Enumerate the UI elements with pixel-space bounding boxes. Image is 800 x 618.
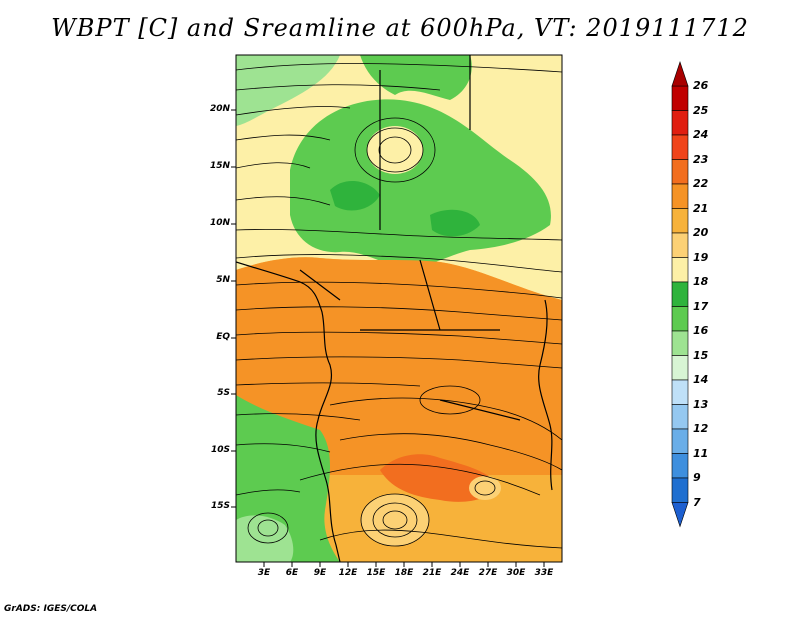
colorbar-bin [671,159,689,185]
colorbar-bin [671,379,689,405]
lon-tick-label: 9E [313,568,327,578]
colorbar-bin [671,428,689,454]
lon-tick-label: 33E [534,568,554,578]
colorbar-level-label: 19 [693,250,709,264]
lat-tick-label: EQ [216,332,230,342]
colorbar-bin [671,232,689,258]
colorbar-level-label: 17 [693,299,709,313]
map-title: WBPT [C] and Sreamline at 600hPa, VT: 20… [51,14,749,42]
lon-tick-label: 15E [366,568,386,578]
colorbar-bin [671,306,689,332]
lon-tick-label: 18E [394,568,414,578]
colorbar-bin [671,477,689,503]
lat-tick-label: 20N [209,104,230,114]
colorbar-level-label: 24 [693,128,709,141]
colorbar-level-label: 12 [693,422,709,435]
colorbar-level-label: 21 [693,201,709,215]
colorbar-bin [671,281,689,307]
colorbar-level-label: 7 [693,495,701,509]
colorbar-level-label: 11 [693,446,709,460]
grads-credit: GrADS: IGES/COLA [4,604,98,614]
lat-tick-label: 15N [209,161,230,171]
streamlines [236,63,562,549]
lon-tick-label: 12E [338,568,358,578]
colorbar-level-label: 22 [693,177,709,190]
colorbar-bin [671,330,689,356]
lat-tick-label: 10N [209,218,230,228]
map-frame [235,54,563,563]
colorbar-level-label: 25 [693,103,709,117]
colorbar-level-label: 15 [693,348,709,362]
colorbar-level-label: 9 [693,471,701,484]
temperature-field [236,55,562,562]
colorbar-bin [671,85,689,111]
colorbar-bin [671,355,689,381]
lon-tick-label: 24E [450,568,470,578]
lat-tick-label: 15S [210,501,230,511]
colorbar-level-label: 23 [693,152,709,166]
colorbar-level-label: 13 [693,397,709,411]
lat-tick-label: 5S [217,388,230,398]
colorbar-bin [671,183,689,209]
colorbar-bin [671,110,689,136]
lat-tick-label: 10S [210,445,230,455]
colorbar-bin [671,134,689,160]
colorbar-bin [671,257,689,283]
lon-tick-label: 30E [506,568,526,578]
colorbar-level-label: 16 [693,324,709,337]
colorbar-level-label: 18 [693,275,709,288]
lon-tick-label: 21E [422,568,442,578]
lon-tick-label: 27E [478,568,498,578]
lat-tick-label: 5N [216,275,230,285]
colorbar-level-label: 26 [693,79,709,92]
lon-tick-label: 3E [257,568,271,578]
colorbar-bin [671,453,689,479]
colorbar-bottom-arrow [671,502,689,528]
lon-tick-label: 6E [285,568,299,578]
colorbar [671,61,689,528]
colorbar-bin [671,404,689,430]
coastlines [236,55,553,562]
colorbar-level-label: 20 [693,226,709,239]
colorbar-bin [671,208,689,234]
colorbar-level-label: 14 [693,373,709,386]
colorbar-top-arrow [671,61,689,87]
